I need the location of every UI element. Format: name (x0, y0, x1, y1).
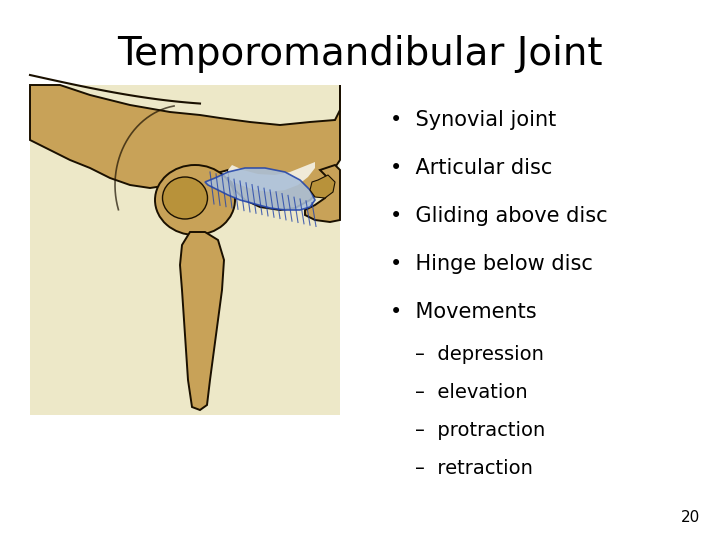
Polygon shape (205, 168, 315, 210)
Polygon shape (305, 165, 340, 222)
Text: –  protraction: – protraction (415, 421, 545, 440)
Text: •  Hinge below disc: • Hinge below disc (390, 254, 593, 274)
Polygon shape (310, 175, 335, 198)
Text: •  Gliding above disc: • Gliding above disc (390, 206, 608, 226)
Ellipse shape (163, 177, 207, 219)
Text: –  depression: – depression (415, 345, 544, 364)
Polygon shape (180, 232, 224, 410)
Text: –  retraction: – retraction (415, 459, 533, 478)
Ellipse shape (155, 165, 235, 235)
FancyBboxPatch shape (30, 85, 340, 415)
Text: •  Articular disc: • Articular disc (390, 158, 552, 178)
Text: •  Movements: • Movements (390, 302, 536, 322)
Text: –  elevation: – elevation (415, 383, 528, 402)
Text: •  Synovial joint: • Synovial joint (390, 110, 557, 130)
Text: Temporomandibular Joint: Temporomandibular Joint (117, 35, 603, 73)
Polygon shape (30, 85, 340, 210)
Text: 20: 20 (680, 510, 700, 525)
Polygon shape (228, 162, 315, 192)
